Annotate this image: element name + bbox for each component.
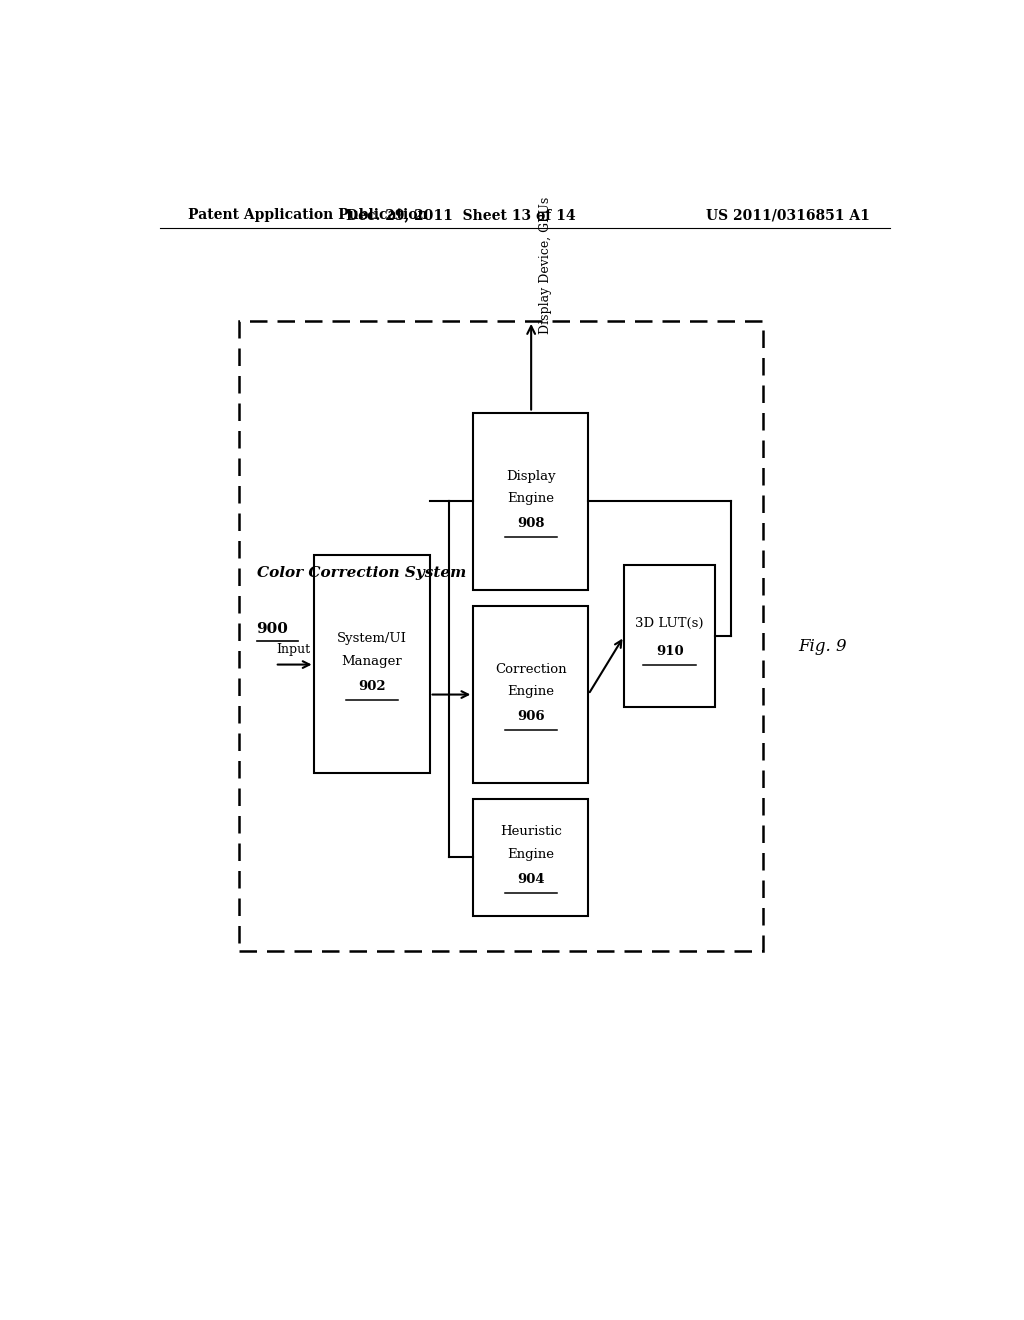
Bar [473,413,588,590]
Text: Engine: Engine [507,492,554,504]
Bar [473,799,588,916]
Text: Engine: Engine [507,685,554,698]
Text: System/UI: System/UI [337,632,407,645]
Text: Fig. 9: Fig. 9 [798,638,847,655]
Text: 3D LUT(s): 3D LUT(s) [635,618,703,631]
Text: 900: 900 [257,622,289,636]
Text: Heuristic: Heuristic [500,825,562,838]
Bar [473,606,588,784]
Text: Input: Input [276,643,310,656]
Bar [314,554,430,774]
Text: 910: 910 [655,645,683,657]
Text: Manager: Manager [342,655,402,668]
Text: 902: 902 [358,680,386,693]
Text: 904: 904 [517,873,545,886]
Text: Color Correction System: Color Correction System [257,566,466,579]
Text: Display: Display [506,470,556,483]
Bar [624,565,715,708]
Text: 906: 906 [517,710,545,723]
Text: Correction: Correction [495,663,566,676]
Text: Engine: Engine [507,847,554,861]
Text: Dec. 29, 2011  Sheet 13 of 14: Dec. 29, 2011 Sheet 13 of 14 [346,209,577,222]
Text: Patent Application Publication: Patent Application Publication [187,209,427,222]
Bar [240,321,763,952]
Text: US 2011/0316851 A1: US 2011/0316851 A1 [707,209,870,222]
Text: 908: 908 [517,517,545,531]
Text: Display Device, GPUs: Display Device, GPUs [539,197,552,334]
